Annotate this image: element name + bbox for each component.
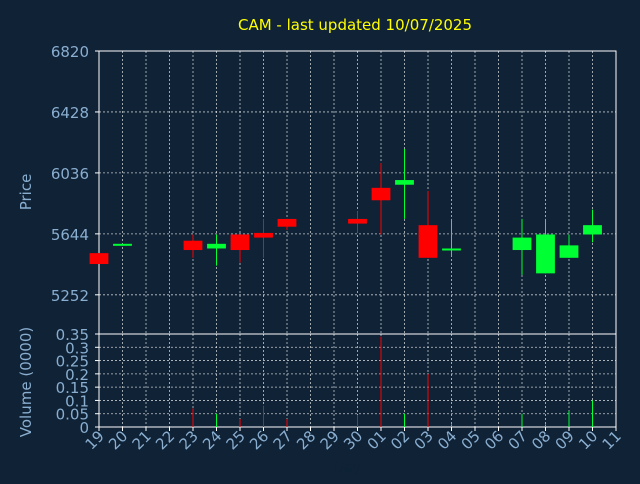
candle-body (512, 237, 532, 251)
volume-panel: 00.050.10.150.20.250.30.35 (56, 326, 617, 437)
volume-tick-label: 0.2 (65, 366, 89, 384)
chart-title: CAM - last updated 10/07/2025 (238, 16, 472, 34)
candles-layer (89, 148, 602, 275)
volume-tick-label: 0 (79, 419, 89, 437)
candle-body (348, 218, 367, 224)
volume-layer (192, 336, 593, 427)
price-tick-label: 5252 (51, 287, 89, 305)
candle-body (536, 234, 555, 274)
candle-body (395, 180, 414, 185)
volume-tick-label: 0.35 (56, 326, 89, 344)
candle-body (442, 248, 461, 251)
volume-axis-label: Volume (0000) (17, 327, 35, 437)
candle-body (559, 245, 579, 258)
price-axis-label: Price (17, 174, 35, 211)
price-tick-label: 6428 (51, 104, 89, 122)
price-tick-label: 6820 (51, 43, 89, 61)
volume-tick-label: 0.1 (65, 392, 89, 410)
price-tick-label: 6036 (51, 165, 89, 183)
volume-tick-label: 0.15 (56, 379, 89, 397)
candle-body (371, 187, 391, 201)
candle-body (230, 234, 250, 251)
candle-body (277, 218, 297, 227)
volume-tick-label: 0.05 (56, 406, 89, 424)
x-tick-labels: 1920212223242526272829300102030405060708… (82, 427, 625, 453)
candle-body (113, 243, 132, 246)
candle-body (583, 225, 602, 235)
candle-body (89, 253, 109, 265)
candle-body (418, 225, 438, 258)
volume-tick-label: 0.25 (56, 353, 89, 371)
candle-body (207, 243, 226, 249)
x-axis-label: Day (333, 460, 361, 476)
volume-tick-label: 0.3 (65, 339, 89, 357)
price-tick-label: 5644 (51, 226, 89, 244)
candle-body (254, 232, 273, 238)
candle-body (183, 240, 203, 251)
